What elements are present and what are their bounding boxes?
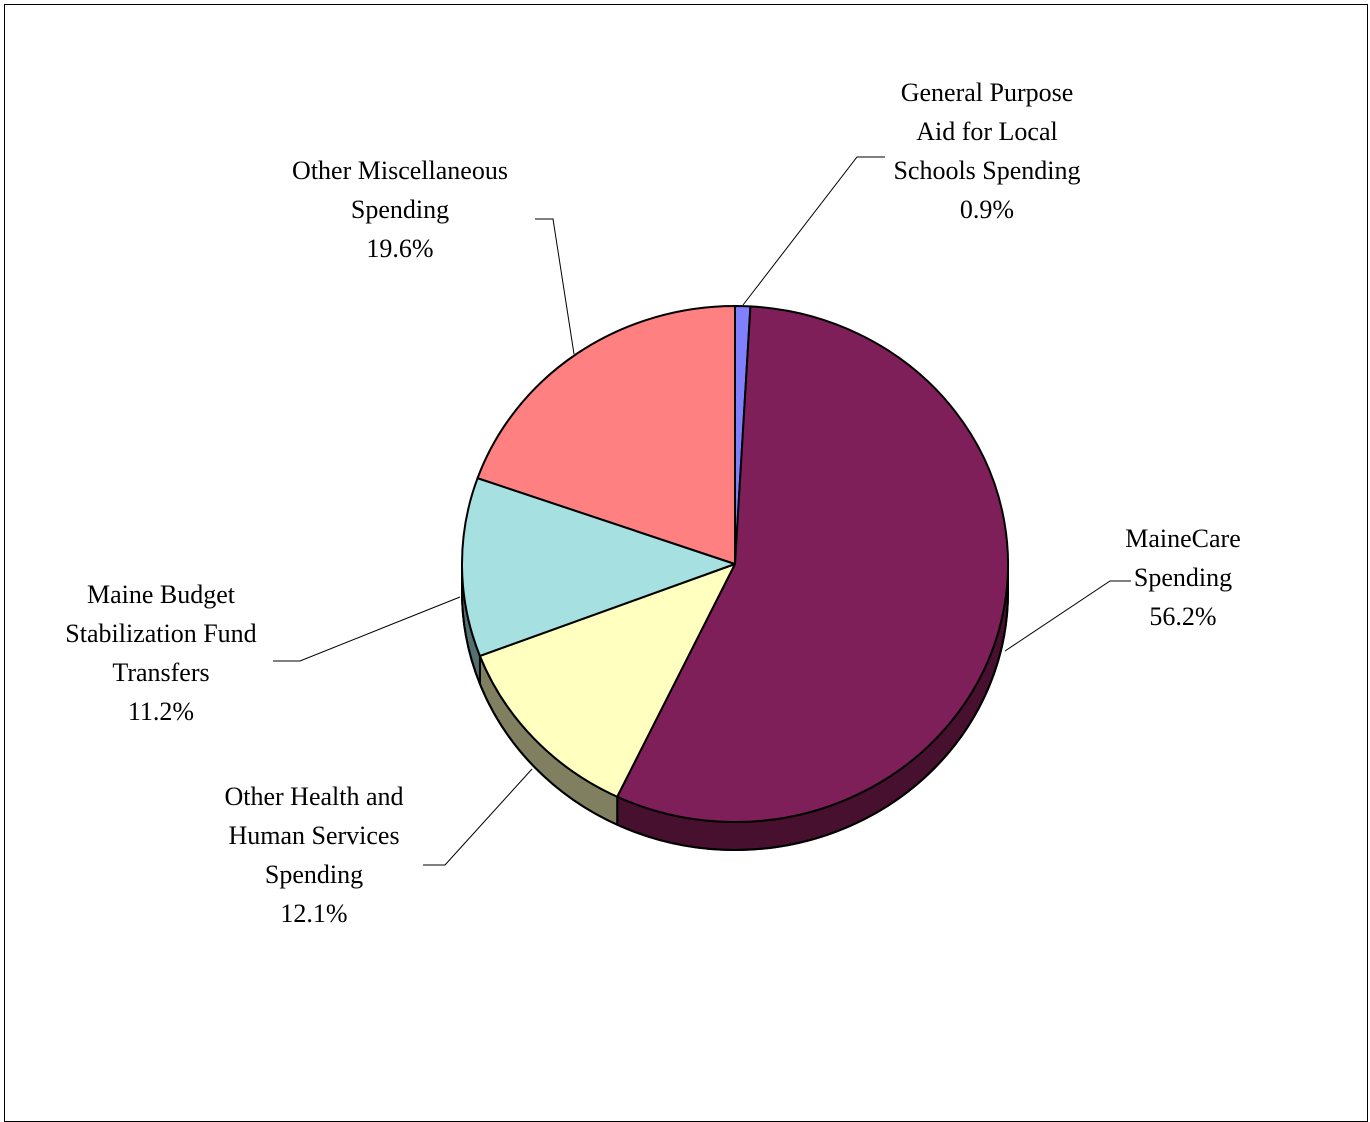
slice-label-3: Maine Budget Stabilization Fund Transfers 1… bbox=[65, 580, 256, 726]
leader-line-2 bbox=[423, 768, 533, 866]
slice-percent-label: 11.2% bbox=[128, 697, 194, 726]
leader-lines-layer bbox=[273, 156, 1131, 866]
pie-slice-4 bbox=[476, 305, 736, 565]
leader-line-0 bbox=[742, 156, 885, 306]
slice-name-line: Human Services bbox=[228, 821, 399, 850]
slice-label-2: Other Health and Human Services Spending 12… bbox=[224, 782, 403, 928]
slice-name-line: Maine Budget bbox=[87, 580, 236, 609]
chart-frame: General Purpose Aid for Local Schools Spen… bbox=[4, 4, 1368, 1122]
pie-slice-1 bbox=[616, 305, 1009, 823]
pie-slice-2 bbox=[478, 563, 736, 798]
slice-name-line: Stabilization Fund bbox=[65, 619, 256, 648]
pie-bottom-rim bbox=[461, 591, 1009, 851]
pie-slices-layer bbox=[461, 304, 1009, 823]
slice-percent-label: 12.1% bbox=[280, 899, 347, 928]
slice-name-line: Schools Spending bbox=[893, 156, 1080, 185]
slice-name-line: Spending bbox=[1134, 563, 1232, 592]
slice-label-4: Other Miscellaneous Spending 19.6% bbox=[292, 156, 508, 263]
pie-chart: General Purpose Aid for Local Schools Spen… bbox=[65, 78, 1240, 928]
slice-name-line: Spending bbox=[351, 195, 449, 224]
pie-slice-3 bbox=[461, 477, 736, 657]
leader-line-1 bbox=[1004, 580, 1131, 652]
slice-name-line: General Purpose bbox=[901, 78, 1074, 107]
slice-label-1: MaineCare Spending 56.2% bbox=[1125, 524, 1241, 631]
slice-name-line: Spending bbox=[265, 860, 363, 889]
slice-name-line: Other Health and bbox=[224, 782, 403, 811]
slice-percent-label: 56.2% bbox=[1149, 602, 1216, 631]
slice-label-0: General Purpose Aid for Local Schools Spen… bbox=[893, 78, 1080, 224]
slice-name-line: Transfers bbox=[112, 658, 209, 687]
slice-percent-label: 19.6% bbox=[366, 234, 433, 263]
slice-labels-layer: General Purpose Aid for Local Schools Spen… bbox=[65, 78, 1240, 928]
leader-line-3 bbox=[273, 596, 461, 662]
slice-percent-label: 0.9% bbox=[960, 195, 1014, 224]
slice-name-line: MaineCare bbox=[1125, 524, 1241, 553]
slice-name-line: Other Miscellaneous bbox=[292, 156, 508, 185]
leader-line-4 bbox=[535, 218, 575, 355]
slice-name-line: Aid for Local bbox=[916, 117, 1058, 146]
